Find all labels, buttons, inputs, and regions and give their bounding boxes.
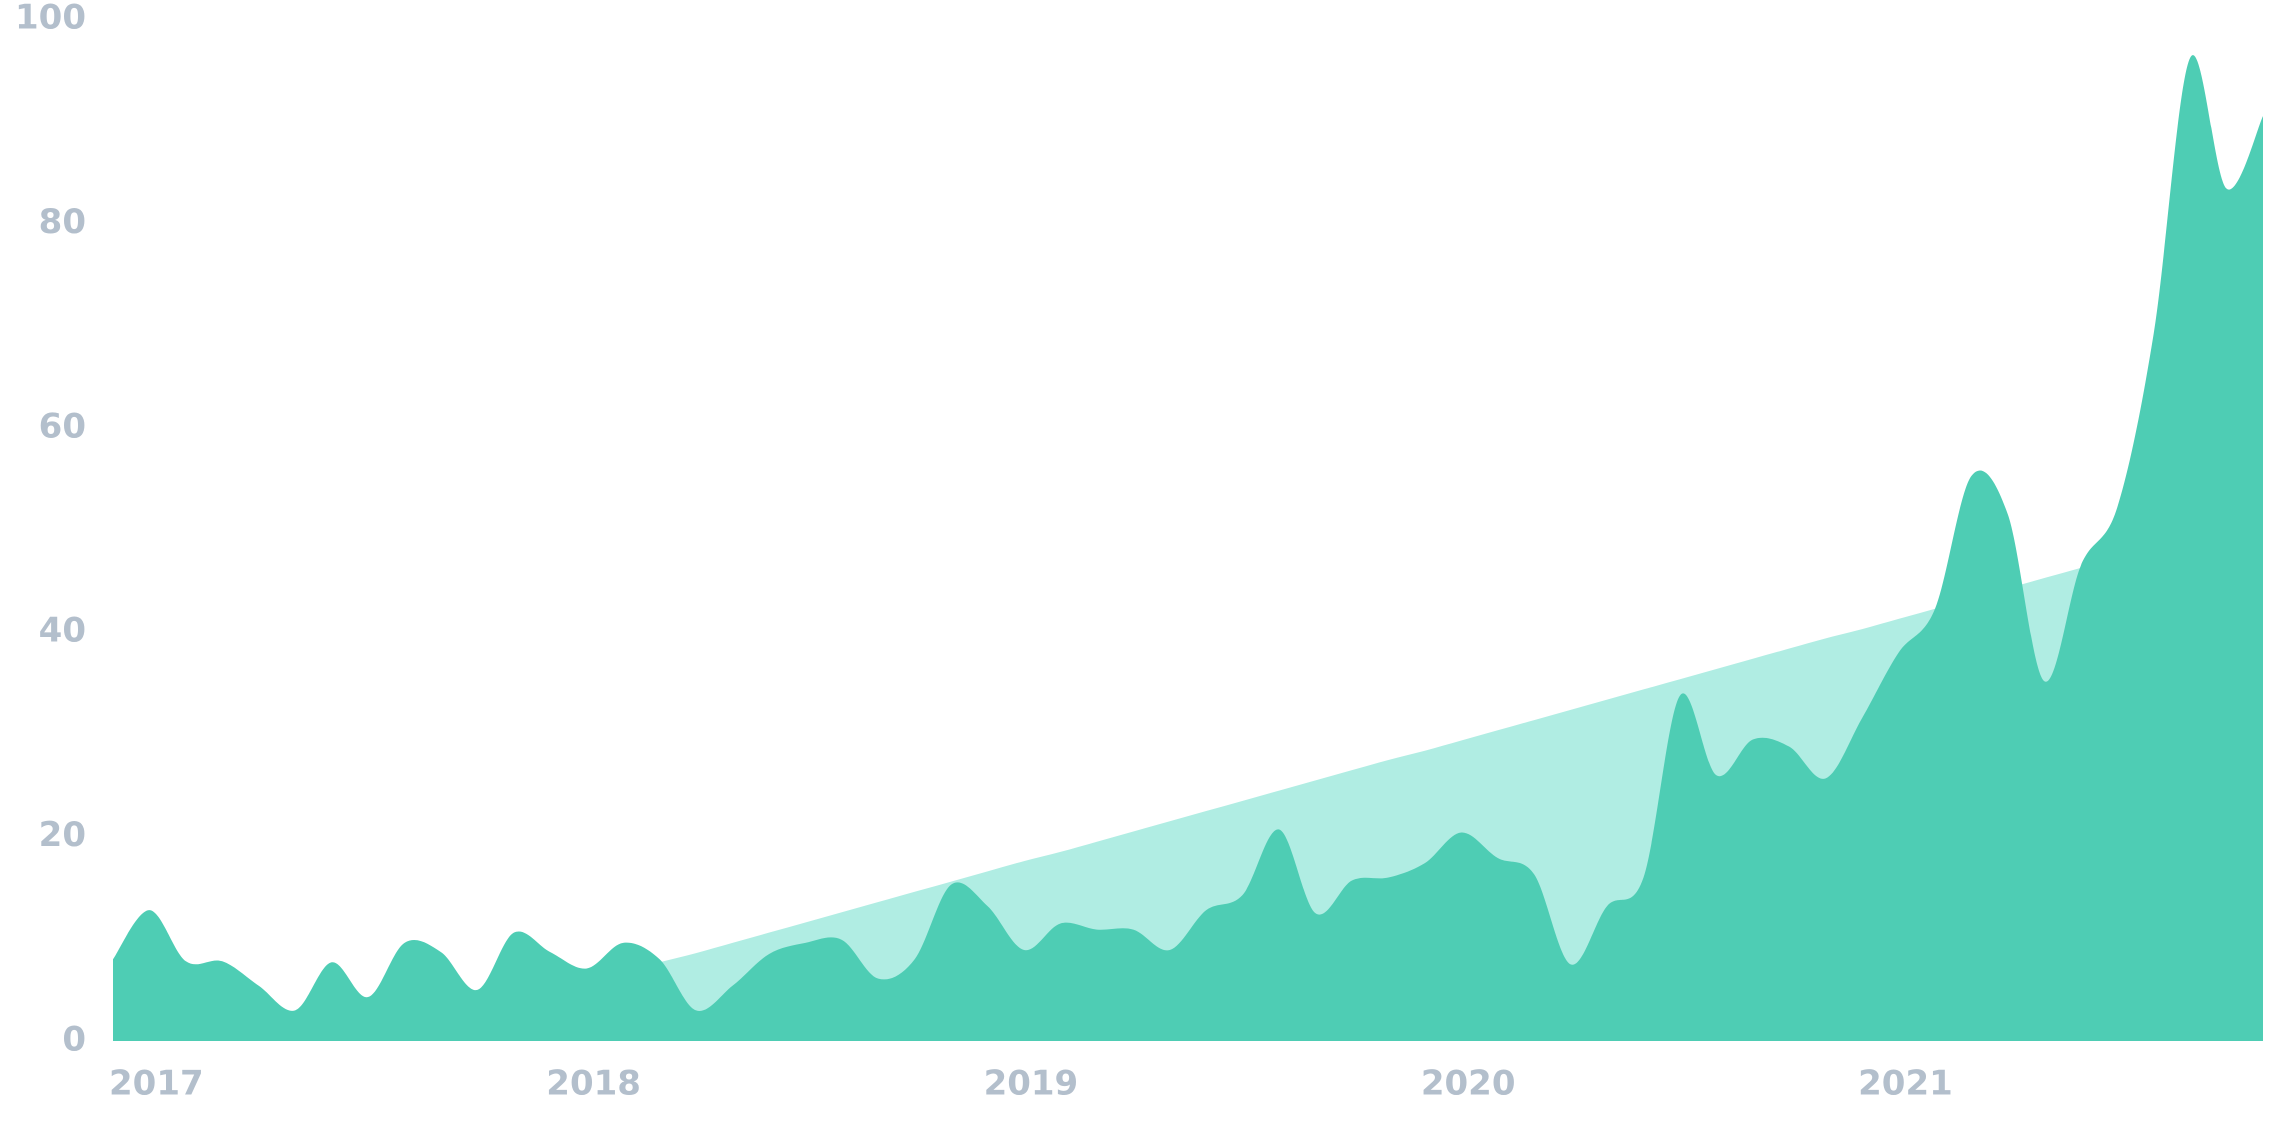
y-tick-label: 20: [39, 815, 86, 855]
x-tick-label: 2019: [984, 1064, 1079, 1104]
y-tick-label: 0: [62, 1020, 86, 1060]
y-tick-label: 60: [39, 406, 86, 446]
y-tick-label: 100: [15, 0, 86, 38]
y-tick-label: 40: [39, 611, 86, 651]
plot-area: [113, 55, 2263, 1041]
y-tick-label: 80: [39, 202, 86, 242]
x-tick-label: 2017: [109, 1064, 204, 1104]
x-tick-label: 2020: [1421, 1064, 1516, 1104]
x-tick-label: 2021: [1858, 1064, 1953, 1104]
x-tick-label: 2018: [546, 1064, 641, 1104]
area: [113, 55, 2263, 1041]
